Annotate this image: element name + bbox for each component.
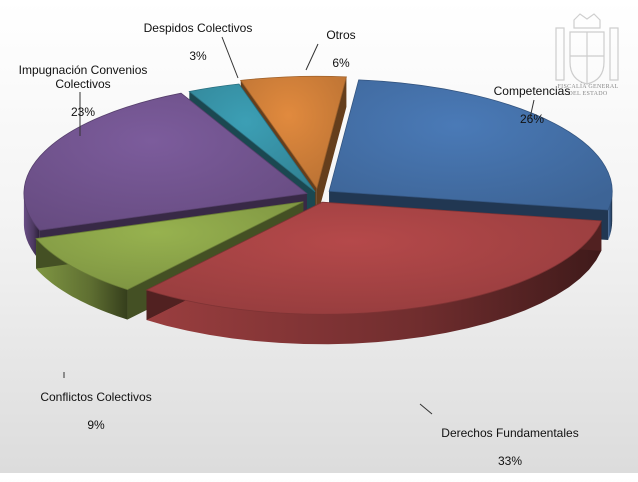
label-derechos-fundamentales: Derechos Fundamentales 33% (425, 412, 595, 482)
leader-line-1 (419, 403, 433, 415)
slice-side-3 (23, 193, 40, 261)
label-conflictos-colectivos: Conflictos Colectivos 9% (28, 376, 164, 446)
slice-top-otros (239, 75, 347, 190)
slice-cut-5-1 (316, 76, 347, 219)
label-name: Derechos Fundamentales (441, 426, 579, 440)
leader-line-0 (529, 99, 535, 119)
slice-side-1 (146, 220, 602, 345)
slice-top-conflictos-colectivos (35, 201, 304, 291)
label-name: Conflictos Colectivos (40, 390, 152, 404)
label-value: 3% (189, 49, 207, 63)
label-value: 6% (332, 56, 350, 70)
coat-of-arms-watermark (555, 13, 619, 85)
slice-top-impugnaci-n-convenios-colectivos (23, 92, 308, 231)
label-name: Impugnación Convenios Colectivos (18, 63, 148, 91)
label-despidos-colectivos: Despidos Colectivos 3% (132, 7, 264, 77)
slice-side-0 (608, 191, 613, 240)
label-value: 9% (87, 418, 105, 432)
label-competencias: Competencias 26% (476, 70, 588, 140)
slice-top-competencias (328, 79, 613, 211)
leader-line-4 (221, 36, 239, 79)
slice-top-despidos-colectivos (188, 83, 316, 193)
label-impugnacion-convenios: Impugnación Convenios Colectivos 23% (8, 49, 158, 133)
label-value: 33% (497, 454, 523, 468)
slice-top-derechos-fundamentales (145, 201, 602, 315)
label-name: Otros (326, 28, 356, 42)
label-value: 23% (70, 105, 96, 119)
label-name: Competencias (493, 84, 571, 98)
label-name: Despidos Colectivos (143, 21, 253, 35)
watermark-text: FISCALÍA GENERAL DEL ESTADO (557, 84, 619, 97)
label-value: 26% (519, 112, 545, 126)
label-otros: Otros 6% (306, 14, 376, 84)
leader-line-5 (305, 43, 319, 71)
